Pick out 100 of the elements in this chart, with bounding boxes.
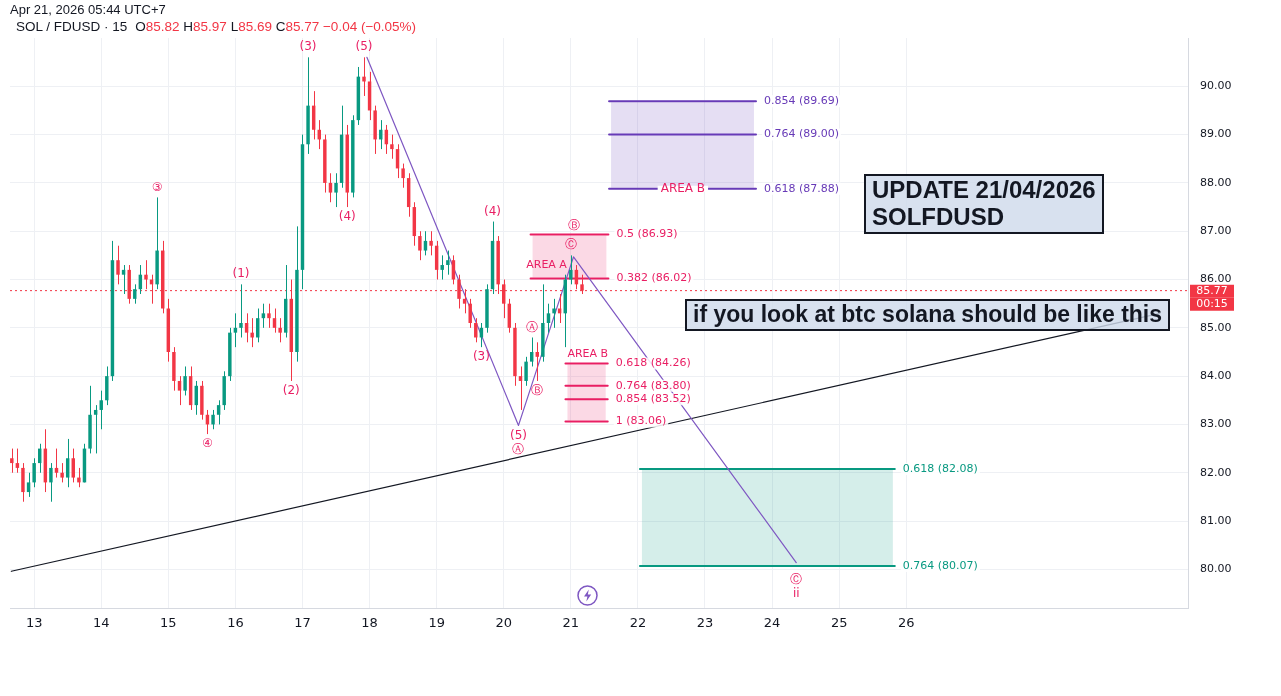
y-tick-label: 83.00 — [1200, 417, 1232, 431]
candlestick — [334, 172, 338, 208]
candlestick — [32, 457, 36, 488]
candlestick — [267, 303, 271, 329]
annotation: (3) — [472, 349, 490, 364]
annotation: AREA B — [567, 346, 609, 360]
series-label: 0.618 (84.26) — [615, 356, 691, 370]
series-label: 0.764 (83.80) — [615, 378, 691, 392]
x-tick-label: 26 — [897, 615, 915, 631]
candlestick — [49, 462, 53, 503]
annotation: AREA B — [660, 180, 706, 195]
series-label: 0.764 (80.07) — [902, 558, 978, 572]
candlestick — [99, 390, 103, 430]
annotation: (2) — [282, 383, 300, 398]
candlestick — [524, 356, 528, 387]
x-tick-label: 22 — [629, 615, 647, 631]
candlestick — [401, 163, 405, 189]
annotation: (4) — [484, 203, 502, 218]
series-label: 0.764 (89.00) — [763, 127, 840, 141]
text: O85.82 H85.97 L85.69 C85.77 −0.04 (−0.05%) — [135, 19, 417, 34]
candlestick — [116, 245, 120, 285]
text: 00:15 — [1196, 296, 1228, 310]
x-tick-label: 16 — [227, 615, 244, 631]
annotation: Ⓐ — [512, 441, 525, 456]
series-label: 1 (83.06) — [615, 414, 667, 428]
series-label: 0.618 (87.88) — [763, 181, 840, 195]
candlestick — [390, 134, 394, 160]
annotation: (5) — [510, 427, 527, 442]
chart-title: SOL / FDUSD · 15 — [16, 19, 128, 34]
candlestick — [216, 399, 221, 425]
ref-line-label: 85.77 — [1196, 283, 1228, 297]
candlestick — [77, 467, 81, 488]
candlestick — [278, 317, 282, 343]
annotation: (3) — [299, 39, 317, 54]
y-tick-label: 90.00 — [1200, 79, 1232, 93]
candlestick — [133, 283, 137, 305]
x-tick-label: 14 — [92, 615, 110, 631]
candlestick — [183, 365, 187, 396]
y-tick-label: 84.00 — [1200, 368, 1232, 382]
annotation: ii — [792, 585, 800, 600]
y-tick-label: 88.00 — [1200, 175, 1232, 189]
annotation: Ⓑ — [567, 217, 580, 232]
candlestick — [60, 462, 64, 483]
annotation: (4) — [338, 209, 356, 224]
candlestick — [552, 298, 556, 329]
annotation: AREA A — [526, 257, 567, 271]
annotation: UPDATE 21/04/2026 SOLFDUSD — [864, 174, 1104, 234]
annotation: Ⓒ — [564, 237, 577, 252]
candlestick — [177, 375, 182, 406]
candlestick — [379, 119, 383, 150]
x-tick-label: 25 — [830, 615, 848, 631]
candlestick — [272, 308, 277, 334]
y-tick-label: 89.00 — [1200, 127, 1232, 141]
y-tick-label: 87.00 — [1200, 224, 1232, 238]
candlestick — [362, 56, 366, 97]
candlestick — [468, 298, 472, 329]
candlestick — [10, 448, 14, 474]
candlestick — [446, 250, 450, 276]
series-label: 0.5 (86.93) — [616, 227, 678, 241]
candlestick — [429, 230, 433, 256]
y-tick-label: 85.00 — [1200, 320, 1232, 334]
x-tick-label: 17 — [294, 615, 311, 631]
annotation: (1) — [232, 266, 250, 281]
annotation: ④ — [202, 436, 213, 451]
series-label: 0.618 (82.08) — [902, 461, 978, 475]
candlestick — [451, 254, 456, 285]
x-tick-label: 15 — [160, 615, 177, 631]
candlestick — [65, 438, 70, 488]
y-tick-label: 81.00 — [1200, 513, 1232, 527]
series-label: 0.382 (86.02) — [616, 271, 692, 285]
y-tick-label: 82.00 — [1200, 465, 1232, 479]
x-tick-label: 24 — [763, 615, 781, 631]
candlestick — [440, 254, 444, 281]
y-tick-label: 86.00 — [1200, 272, 1232, 286]
x-tick-label: 13 — [25, 615, 43, 631]
annotation: if you look at btc solana should be like this — [685, 299, 1171, 331]
candlestick — [423, 230, 428, 256]
candlestick — [546, 303, 551, 334]
candlestick — [211, 409, 215, 430]
annotation: Ⓒ — [790, 571, 803, 586]
candlestick — [418, 230, 422, 261]
candlestick — [239, 283, 243, 338]
chart-subtitle: Apr 21, 2026 05:44 UTC+7 — [10, 2, 166, 17]
candlestick — [71, 448, 75, 483]
y-tick-label: 80.00 — [1200, 562, 1232, 576]
annotation: ③ — [151, 179, 163, 194]
annotation: Ⓐ — [525, 319, 538, 334]
candlestick — [244, 312, 249, 343]
x-tick-label: 23 — [696, 615, 714, 631]
x-tick-label: 18 — [361, 615, 378, 631]
annotation: Ⓑ — [531, 383, 544, 398]
x-tick-label: 21 — [562, 615, 580, 631]
candlestick — [26, 472, 31, 498]
annotation: (5) — [355, 39, 373, 54]
candlestick — [529, 336, 534, 367]
candlestick — [250, 317, 254, 348]
series-label: 0.854 (83.52) — [615, 392, 691, 406]
candlestick — [328, 172, 333, 203]
candlestick — [569, 254, 573, 285]
series-label: 0.854 (89.69) — [763, 94, 840, 108]
